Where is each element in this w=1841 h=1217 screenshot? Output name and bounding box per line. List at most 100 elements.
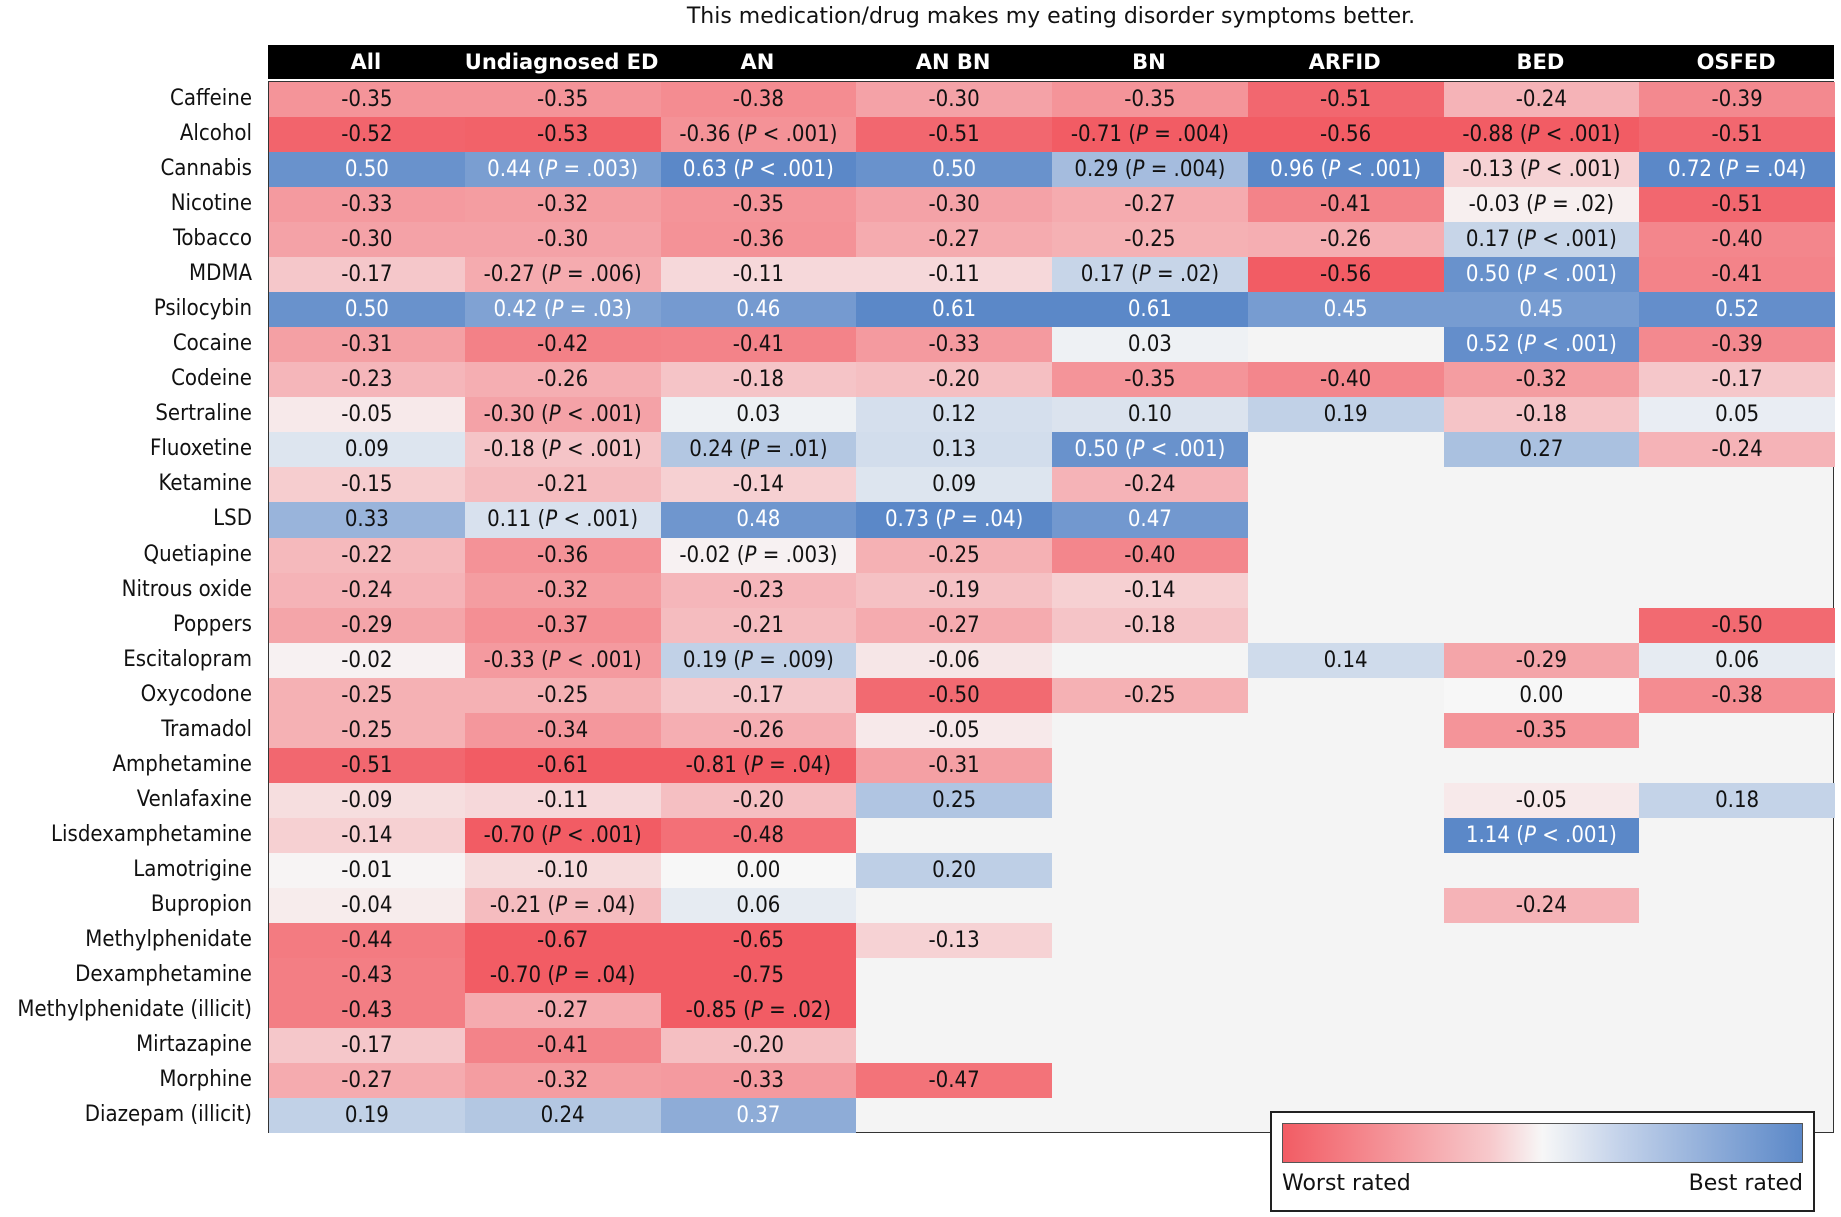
heatmap-cell: -0.35	[1052, 82, 1248, 118]
column-header: Undiagnosed ED	[464, 50, 659, 74]
heatmap-cell: -0.27	[269, 1063, 465, 1099]
heatmap-cell: 0.63 (P < .001)	[660, 152, 857, 188]
row-label: Amphetamine	[112, 751, 252, 777]
heatmap-cell: -0.27 (P = .006)	[464, 257, 661, 293]
heatmap-cell: 0.27	[1443, 432, 1640, 468]
heatmap-cell: 0.96 (P < .001)	[1247, 152, 1444, 188]
heatmap-cell: -0.17	[660, 677, 857, 713]
heatmap-cell: 0.46	[660, 292, 857, 328]
row-label: Nicotine	[170, 191, 252, 217]
heatmap-cell: -0.03 (P = .02)	[1443, 187, 1640, 223]
row-label: Dexamphetamine	[75, 962, 252, 987]
heatmap-cell: -0.30	[856, 82, 1052, 118]
heatmap-cell: 0.29 (P = .004)	[1052, 152, 1248, 188]
column-header: All	[350, 50, 382, 74]
heatmap-cell: 0.37	[660, 1098, 857, 1134]
heatmap-cell: -0.24	[1443, 887, 1640, 923]
heatmap-cell: 0.52 (P < .001)	[1443, 327, 1640, 363]
heatmap-cell: -0.35	[1443, 712, 1640, 748]
heatmap-cell: -0.15	[269, 467, 465, 503]
heatmap-cell: -0.21	[464, 467, 661, 503]
row-label: Codeine	[171, 366, 252, 392]
row-label: Poppers	[172, 611, 252, 637]
heatmap-cell: -0.61	[464, 747, 661, 783]
heatmap-cell: -0.24	[269, 572, 465, 608]
row-label: Sertraline	[155, 401, 252, 427]
legend-low-label: Worst rated	[1282, 1171, 1411, 1196]
heatmap-cell: -0.53	[464, 117, 661, 153]
heatmap-cell: -0.43	[269, 993, 465, 1029]
heatmap-cell: -0.21 (P = .04)	[464, 887, 661, 923]
heatmap-cell: -0.33	[856, 327, 1052, 363]
heatmap-cell: 0.44 (P = .003)	[464, 152, 661, 188]
heatmap-cell: -0.56	[1247, 117, 1444, 153]
heatmap-cell: -0.51	[856, 117, 1052, 153]
chart-title: This medication/drug makes my eating dis…	[686, 4, 1416, 29]
heatmap-cell: -0.17	[269, 257, 465, 293]
heatmap-cell: 0.48	[660, 502, 857, 538]
heatmap-cell: -0.39	[1639, 327, 1835, 363]
heatmap-cell: -0.41	[464, 1028, 661, 1064]
heatmap-cell: -0.33	[660, 1063, 857, 1099]
heatmap-cell: -0.25	[1052, 222, 1248, 258]
heatmap-cell: -0.27	[1052, 187, 1248, 223]
heatmap-cell: -0.05	[269, 397, 465, 433]
heatmap-cell: -0.11	[464, 782, 661, 818]
heatmap-cell: -0.25	[269, 677, 465, 713]
heatmap-cell: -0.24	[1443, 82, 1640, 118]
heatmap-cell: -0.42	[464, 327, 661, 363]
heatmap-cell: -0.26	[1247, 222, 1444, 258]
heatmap-cell: 0.17 (P = .02)	[1052, 257, 1248, 293]
heatmap-cell: 0.19	[269, 1098, 465, 1134]
column-header: BED	[1516, 50, 1565, 74]
heatmap-cell: 0.13	[856, 432, 1052, 468]
heatmap-cell: 0.61	[856, 292, 1052, 328]
heatmap-cell: -0.33 (P < .001)	[464, 642, 661, 678]
heatmap-cell: -0.47	[856, 1063, 1052, 1099]
heatmap-cell: -0.41	[660, 327, 857, 363]
legend-gradient-bar	[1282, 1123, 1803, 1163]
heatmap-cell: -0.27	[856, 222, 1052, 258]
heatmap-cell: 0.06	[660, 887, 857, 923]
heatmap-cell: -0.44	[269, 922, 465, 958]
heatmap-cell: -0.09	[269, 782, 465, 818]
row-label: Escitalopram	[123, 646, 252, 672]
heatmap-cell: 1.14 (P < .001)	[1443, 817, 1640, 853]
heatmap-cell: -0.71 (P = .004)	[1052, 117, 1248, 153]
heatmap-cell: -0.43	[269, 958, 465, 994]
heatmap-cell: -0.18	[1052, 607, 1248, 643]
heatmap-cell: 0.24	[464, 1098, 661, 1134]
heatmap-cell: -0.05	[856, 712, 1052, 748]
heatmap-cell: 0.00	[1443, 677, 1640, 713]
column-header-bar: All Undiagnosed ED AN AN BN BN ARFID BED OSFED	[268, 45, 1834, 79]
heatmap-cell: 0.25	[856, 782, 1052, 818]
heatmap-cell: -0.20	[660, 782, 857, 818]
heatmap-cell: -0.52	[269, 117, 465, 153]
heatmap-cell: 0.05	[1639, 397, 1835, 433]
heatmap-cell: -0.04	[269, 887, 465, 923]
row-label: Oxycodone	[140, 681, 252, 707]
row-label: Morphine	[159, 1067, 252, 1093]
heatmap-cell: -0.18	[660, 362, 857, 398]
heatmap-cell: -0.25	[269, 712, 465, 748]
heatmap-cell: -0.24	[1052, 467, 1248, 503]
heatmap-cell: 0.09	[856, 467, 1052, 503]
heatmap-cell: -0.51	[1639, 117, 1835, 153]
row-label: Lisdexamphetamine	[50, 821, 252, 847]
heatmap-cell: -0.11	[856, 257, 1052, 293]
heatmap-cell: -0.81 (P = .04)	[660, 747, 857, 783]
row-label: Methylphenidate (illicit)	[17, 997, 252, 1023]
heatmap-cell: -0.10	[464, 852, 661, 888]
heatmap-cell: -0.31	[856, 747, 1052, 783]
row-label: Tobacco	[172, 226, 252, 252]
heatmap-cell: -0.23	[660, 572, 857, 608]
heatmap-cell: -0.50	[856, 677, 1052, 713]
heatmap-cell: -0.51	[1247, 82, 1444, 118]
heatmap-cell: 0.42 (P = .03)	[464, 292, 661, 328]
row-label: Bupropion	[150, 891, 252, 917]
heatmap-cell: -0.38	[660, 82, 857, 118]
heatmap-cell: -0.20	[660, 1028, 857, 1064]
heatmap-cell: 0.03	[660, 397, 857, 433]
heatmap-cell: -0.41	[1639, 257, 1835, 293]
heatmap-cell: -0.05	[1443, 782, 1640, 818]
